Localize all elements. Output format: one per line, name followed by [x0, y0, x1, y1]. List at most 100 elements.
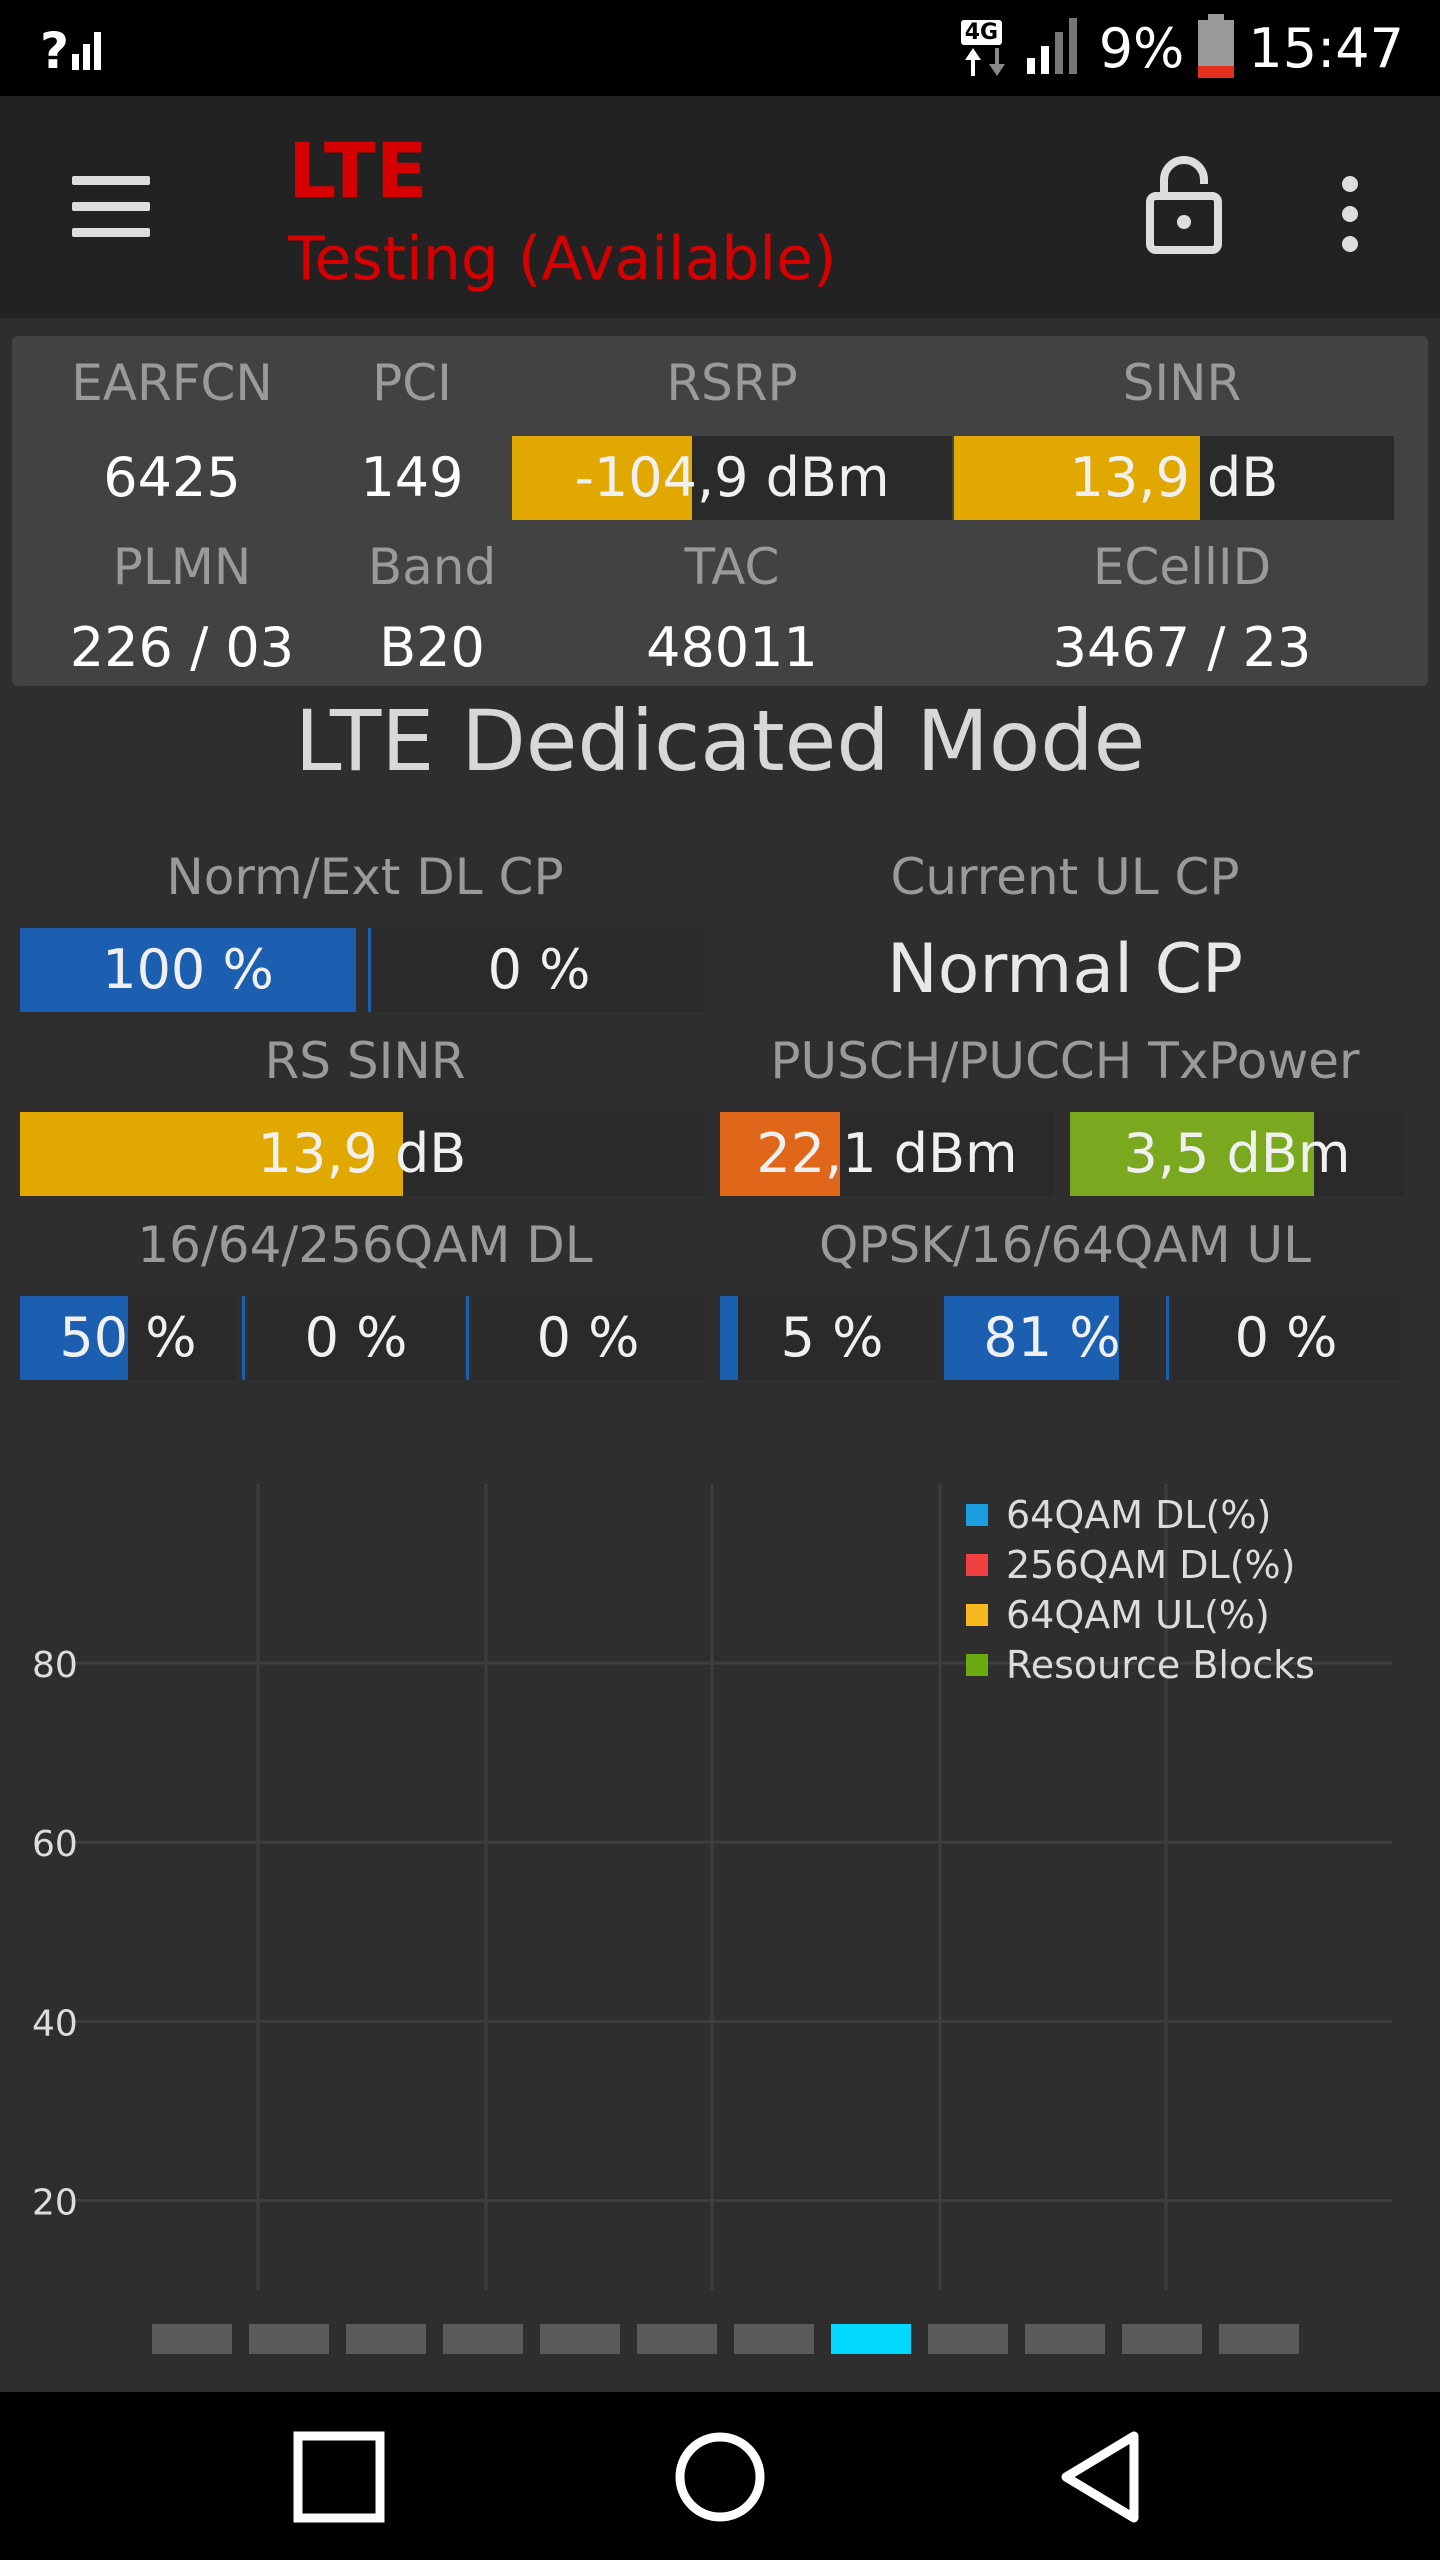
qam-dl-separator-2 — [466, 1296, 469, 1380]
qam-dl-16-bar: 50 % — [20, 1296, 236, 1380]
y-tick-label: 20 — [32, 2182, 78, 2223]
page-dot[interactable] — [928, 2324, 1008, 2354]
qam-ul-64-value: 0 % — [1234, 1306, 1338, 1369]
pci-value: 149 — [360, 446, 464, 509]
qam-ul-16-value: 81 % — [983, 1306, 1121, 1369]
qam-dl-64-bar: 0 % — [248, 1296, 464, 1380]
band-value: B20 — [379, 616, 485, 679]
tac-value: 48011 — [646, 616, 818, 679]
cell-info-panel: EARFCN PCI RSRP SINR 6425 149 -104,9 dBm… — [12, 336, 1428, 686]
qam-ul-qpsk-fill — [728, 1296, 739, 1380]
status-bar: ? 4G 9% — [0, 0, 1440, 96]
ul-cp-value: Normal CP — [886, 930, 1244, 1009]
ul-cp-label: Current UL CP — [890, 848, 1240, 906]
rs-sinr-label: RS SINR — [264, 1032, 466, 1090]
qam-ul-64-bar: 0 % — [1172, 1296, 1400, 1380]
qam-ul-16-fill — [944, 1296, 1119, 1380]
network-4g-icon: 4G — [960, 18, 1011, 78]
rsrp-bar: -104,9 dBm — [512, 436, 952, 520]
legend-swatch — [966, 1504, 988, 1526]
dl-cp-extended-bar: 0 % — [374, 928, 704, 1012]
ecellid-value: 3467 / 23 — [1052, 616, 1312, 679]
recent-apps-button[interactable] — [293, 2431, 385, 2523]
svg-text:?: ? — [40, 22, 69, 76]
page-title: LTE Dedicated Mode — [294, 692, 1146, 790]
sinr-bar: 13,9 dB — [954, 436, 1394, 520]
pusch-txpower-value: 22,1 dBm — [756, 1122, 1018, 1185]
y-tick-label: 40 — [32, 2003, 78, 2044]
qam-ul-label: QPSK/16/64QAM UL — [818, 1216, 1312, 1274]
qam-ul-16-bar: 81 % — [944, 1296, 1160, 1380]
battery-percent: 9% — [1098, 16, 1185, 80]
page-dot[interactable] — [1219, 2324, 1299, 2354]
legend-swatch — [966, 1604, 988, 1626]
qam-ul-separator-0 — [720, 1296, 728, 1380]
page-dot[interactable] — [346, 2324, 426, 2354]
qam-dl-label: 16/64/256QAM DL — [137, 1216, 593, 1274]
sim-signal-icon: ? — [40, 16, 110, 80]
page-dot[interactable] — [1025, 2324, 1105, 2354]
app-bar: LTE Testing (Available) — [0, 96, 1440, 318]
pucch-txpower-value: 3,5 dBm — [1123, 1122, 1351, 1185]
page-dot[interactable] — [152, 2324, 232, 2354]
sinr-label: SINR — [1122, 354, 1242, 412]
clock: 15:47 — [1248, 16, 1404, 80]
qam-ul-qpsk-value: 5 % — [780, 1306, 884, 1369]
page-dot[interactable] — [831, 2324, 911, 2354]
unlock-icon[interactable] — [1144, 154, 1224, 254]
sinr-value: 13,9 dB — [1069, 446, 1279, 509]
rs-sinr-fill — [20, 1112, 404, 1196]
app-title: LTE — [288, 126, 428, 215]
y-tick-label: 60 — [32, 1824, 78, 1865]
page-dot[interactable] — [637, 2324, 717, 2354]
back-button[interactable] — [1061, 2431, 1139, 2523]
qam-dl-16-fill — [20, 1296, 128, 1380]
legend-swatch — [966, 1654, 988, 1676]
qam-dl-256-bar: 0 % — [472, 1296, 704, 1380]
txpower-label: PUSCH/PUCCH TxPower — [770, 1032, 1360, 1090]
more-options-icon[interactable] — [1330, 174, 1370, 254]
page-dot[interactable] — [540, 2324, 620, 2354]
page-dot[interactable] — [249, 2324, 329, 2354]
dl-cp-normal-value: 100 % — [102, 938, 274, 1001]
qam-dl-256-value: 0 % — [536, 1306, 640, 1369]
pusch-txpower-bar: 22,1 dBm — [720, 1112, 1054, 1196]
plmn-label: PLMN — [112, 538, 252, 596]
rs-sinr-value: 13,9 dB — [257, 1122, 467, 1185]
sinr-fill — [954, 436, 1201, 520]
page-dot[interactable] — [1122, 2324, 1202, 2354]
tac-label: TAC — [684, 538, 780, 596]
dl-cp-normal-fill — [20, 928, 356, 1012]
pusch-txpower-fill — [720, 1112, 841, 1196]
band-label: Band — [367, 538, 497, 596]
rs-sinr-bar: 13,9 dB — [20, 1112, 704, 1196]
legend-swatch — [966, 1554, 988, 1576]
page-dot[interactable] — [443, 2324, 523, 2354]
earfcn-label: EARFCN — [71, 354, 273, 412]
signal-strength-icon — [1025, 16, 1085, 80]
earfcn-value: 6425 — [103, 446, 241, 509]
pucch-txpower-fill — [1070, 1112, 1314, 1196]
y-tick-label: 80 — [32, 1645, 78, 1686]
dl-cp-normal-bar: 100 % — [20, 928, 356, 1012]
qam-dl-separator-1 — [242, 1296, 245, 1380]
dl-cp-extended-value: 0 % — [487, 938, 591, 1001]
battery-icon — [1198, 14, 1235, 82]
qam-ul-qpsk-bar: 5 % — [728, 1296, 936, 1380]
pucch-txpower-bar: 3,5 dBm — [1070, 1112, 1404, 1196]
dl-cp-separator — [368, 928, 371, 1012]
rsrp-value: -104,9 dBm — [574, 446, 890, 509]
qam-dl-64-value: 0 % — [304, 1306, 408, 1369]
legend-item: 64QAM DL(%) — [966, 1490, 1315, 1540]
home-button[interactable] — [675, 2432, 765, 2522]
qam-dl-16-value: 50 % — [59, 1306, 197, 1369]
page-dot[interactable] — [734, 2324, 814, 2354]
app-subtitle: Testing (Available) — [288, 224, 837, 294]
legend-item: 64QAM UL(%) — [966, 1590, 1315, 1640]
legend-label: Resource Blocks — [1006, 1643, 1315, 1687]
qam-ul-separator-2 — [1166, 1296, 1169, 1380]
menu-icon[interactable] — [72, 176, 152, 238]
legend-item: 256QAM DL(%) — [966, 1540, 1315, 1590]
legend-item: Resource Blocks — [966, 1640, 1315, 1690]
ecellid-label: ECellID — [1092, 538, 1272, 596]
